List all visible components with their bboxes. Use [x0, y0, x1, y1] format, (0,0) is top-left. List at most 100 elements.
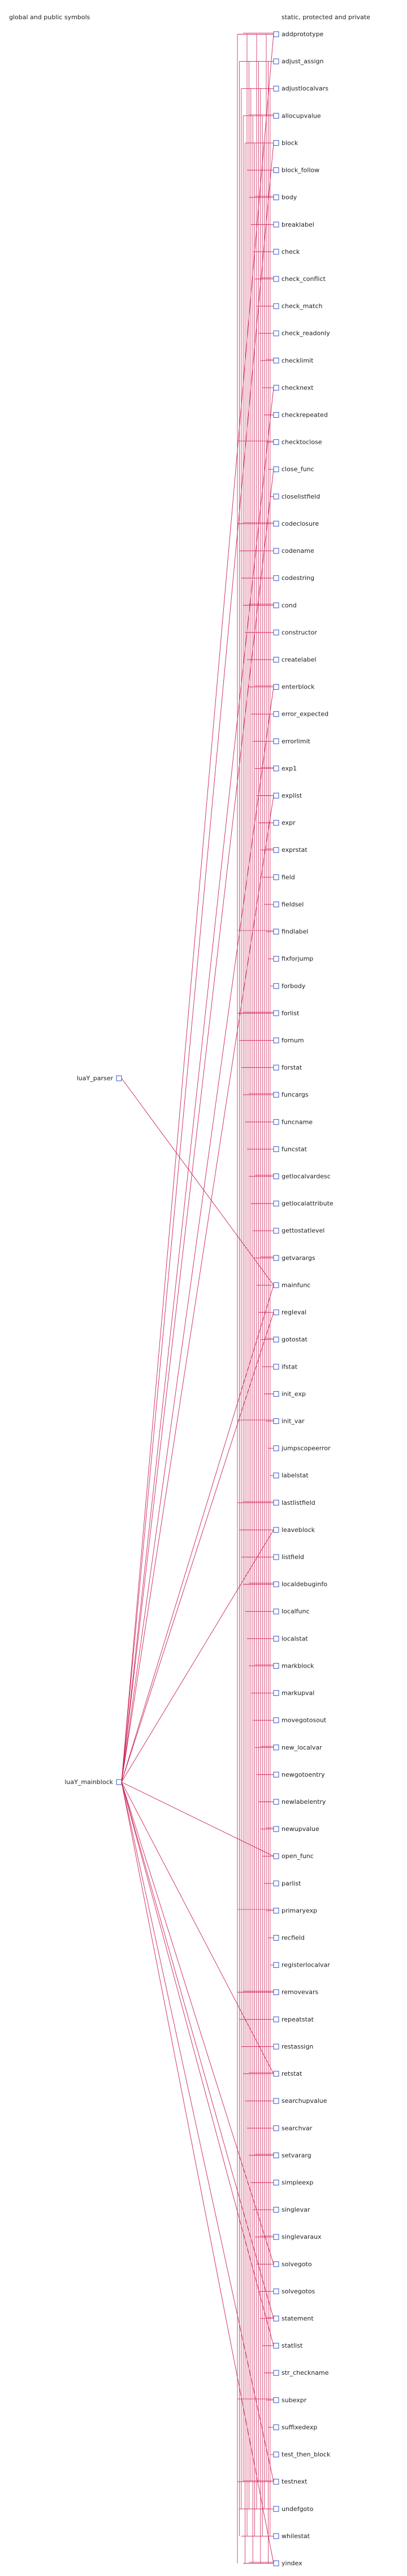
static-node-localdebuginfo[interactable]: localdebuginfo [243, 1581, 327, 1588]
static-node-getlocalvardesc[interactable]: getlocalvardesc [249, 1173, 331, 1180]
static-node-init_exp[interactable]: init_exp [264, 1390, 306, 1397]
static-node-markblock[interactable]: markblock [249, 1662, 314, 1669]
static-node-singlevar[interactable]: singlevar [253, 2206, 310, 2214]
static-node-statement[interactable]: statement [260, 2315, 314, 2322]
static-node-close_func[interactable]: close_func [268, 466, 314, 473]
static-node-createlabel[interactable]: createlabel [247, 656, 317, 663]
node-box [273, 2479, 279, 2485]
static-node-forlist[interactable]: forlist [237, 1010, 300, 1017]
static-node-field[interactable]: field [262, 873, 295, 881]
static-node-exprstat[interactable]: exprstat [260, 846, 308, 854]
static-node-solvegotos[interactable]: solvegotos [258, 2288, 315, 2295]
static-node-explist[interactable]: explist [257, 792, 302, 799]
static-node-singlevaraux[interactable]: singlevaraux [254, 2233, 322, 2241]
static-node-adjust_assign[interactable]: adjust_assign [239, 58, 324, 65]
static-node-searchupvalue[interactable]: searchupvalue [245, 2097, 327, 2105]
static-node-init_var[interactable]: init_var [237, 1417, 305, 1425]
static-node-leaveblock[interactable]: leaveblock [239, 1526, 315, 1534]
node-label: checknext [282, 384, 314, 391]
static-node-newlabelentry[interactable]: newlabelentry [258, 1798, 326, 1806]
static-node-retstat[interactable]: retstat [243, 2070, 302, 2077]
static-node-statlist[interactable]: statlist [262, 2342, 303, 2349]
static-node-whilestat[interactable]: whilestat [241, 2532, 310, 2540]
static-node-check[interactable]: check [253, 248, 300, 256]
static-node-solvegoto[interactable]: solvegoto [257, 2261, 312, 2268]
node-box [273, 1527, 279, 1533]
static-node-funcargs[interactable]: funcargs [243, 1091, 309, 1098]
static-node-primaryexp[interactable]: primaryexp [237, 1907, 317, 1914]
static-node-searchvar[interactable]: searchvar [247, 2124, 313, 2132]
static-node-newupvalue[interactable]: newupvalue [260, 1825, 319, 1833]
static-node-closelistfield[interactable]: closelistfield [270, 493, 320, 500]
global-node-mainblock[interactable]: luaY_mainblock [64, 1778, 122, 1786]
static-node-mainfunc[interactable]: mainfunc [257, 1281, 310, 1289]
static-node-enterblock[interactable]: enterblock [249, 683, 315, 691]
node-box [273, 901, 279, 907]
static-node-errorlimit[interactable]: errorlimit [253, 738, 311, 745]
static-node-localstat[interactable]: localstat [247, 1635, 308, 1642]
global-node-parser[interactable]: luaY_parser [77, 1075, 122, 1082]
static-node-checknext[interactable]: checknext [262, 384, 314, 391]
static-node-markupval[interactable]: markupval [250, 1690, 314, 1697]
static-node-yindex[interactable]: yindex [243, 2560, 302, 2567]
static-node-localfunc[interactable]: localfunc [245, 1608, 310, 1615]
static-node-jumpscopeerror[interactable]: jumpscopeerror [268, 1445, 331, 1452]
static-node-allocupvalue[interactable]: allocupvalue [243, 112, 321, 119]
static-node-exp1[interactable]: exp1 [254, 765, 297, 772]
static-node-checklimit[interactable]: checklimit [260, 357, 314, 364]
static-node-repeatstat[interactable]: repeatstat [239, 2016, 314, 2023]
static-node-block_follow[interactable]: block_follow [247, 167, 319, 174]
static-node-newgotoentry[interactable]: newgotoentry [257, 1771, 325, 1778]
static-node-funcname[interactable]: funcname [245, 1118, 313, 1125]
static-node-testnext[interactable]: testnext [237, 2478, 308, 2486]
static-node-constructor[interactable]: constructor [245, 629, 318, 636]
static-node-check_conflict[interactable]: check_conflict [254, 275, 326, 283]
static-node-gettostatlevel[interactable]: gettostatlevel [253, 1227, 324, 1235]
static-node-cond[interactable]: cond [243, 601, 297, 609]
static-node-subexpr[interactable]: subexpr [237, 2396, 307, 2404]
static-node-checkrepeated[interactable]: checkrepeated [264, 412, 328, 419]
static-node-block[interactable]: block [245, 139, 298, 146]
static-node-adjustlocalvars[interactable]: adjustlocalvars [241, 85, 328, 92]
static-node-open_func[interactable]: open_func [262, 1852, 314, 1860]
static-node-check_readonly[interactable]: check_readonly [258, 330, 330, 337]
static-node-codestring[interactable]: codestring [241, 574, 314, 582]
static-node-undefgoto[interactable]: undefgoto [239, 2505, 314, 2513]
static-node-test_then_block[interactable]: test_then_block [270, 2451, 331, 2458]
static-node-checktoclose[interactable]: checktoclose [237, 439, 322, 446]
static-node-body[interactable]: body [249, 194, 297, 201]
static-node-removevars[interactable]: removevars [237, 1989, 319, 1996]
static-node-codename[interactable]: codename [239, 547, 314, 555]
static-node-parlist[interactable]: parlist [264, 1880, 301, 1887]
static-node-funcstat[interactable]: funcstat [247, 1145, 308, 1153]
static-node-labelstat[interactable]: labelstat [270, 1472, 309, 1479]
static-node-restassign[interactable]: restassign [241, 2043, 314, 2050]
static-node-fieldsel[interactable]: fieldsel [264, 900, 304, 908]
static-node-forbody[interactable]: forbody [270, 982, 306, 990]
static-node-listfield[interactable]: listfield [241, 1553, 304, 1561]
static-node-regleval[interactable]: regleval [258, 1309, 306, 1316]
static-node-str_checkname[interactable]: str_checkname [264, 2369, 329, 2376]
static-node-gotostat[interactable]: gotostat [260, 1336, 308, 1343]
static-node-getlocalattribute[interactable]: getlocalattribute [250, 1200, 334, 1207]
static-node-error_expected[interactable]: error_expected [250, 711, 328, 718]
static-node-simpleexp[interactable]: simpleexp [250, 2179, 314, 2186]
static-node-new_localvar[interactable]: new_localvar [254, 1744, 323, 1751]
static-node-lastlistfield[interactable]: lastlistfield [237, 1499, 315, 1506]
static-node-recfield[interactable]: recfield [268, 1934, 305, 1942]
static-node-addprototype[interactable]: addprototype [237, 31, 324, 38]
static-node-getvarargs[interactable]: getvarargs [254, 1254, 315, 1262]
static-node-fornum[interactable]: fornum [239, 1037, 304, 1044]
static-node-forstat[interactable]: forstat [241, 1064, 302, 1071]
static-node-ifstat[interactable]: ifstat [262, 1363, 298, 1370]
static-node-setvararg[interactable]: setvararg [249, 2151, 311, 2159]
static-node-registerlocalvar[interactable]: registerlocalvar [270, 1962, 331, 1969]
static-node-breaklabel[interactable]: breaklabel [250, 221, 314, 228]
static-node-suffixedexp[interactable]: suffixedexp [268, 2423, 317, 2431]
static-node-check_match[interactable]: check_match [257, 302, 323, 310]
static-node-movegotosout[interactable]: movegotosout [253, 1717, 327, 1724]
static-node-expr[interactable]: expr [258, 819, 296, 826]
static-node-fixforjump[interactable]: fixforjump [268, 955, 313, 963]
static-node-findlabel[interactable]: findlabel [237, 928, 309, 936]
static-node-codeclosure[interactable]: codeclosure [237, 520, 319, 527]
